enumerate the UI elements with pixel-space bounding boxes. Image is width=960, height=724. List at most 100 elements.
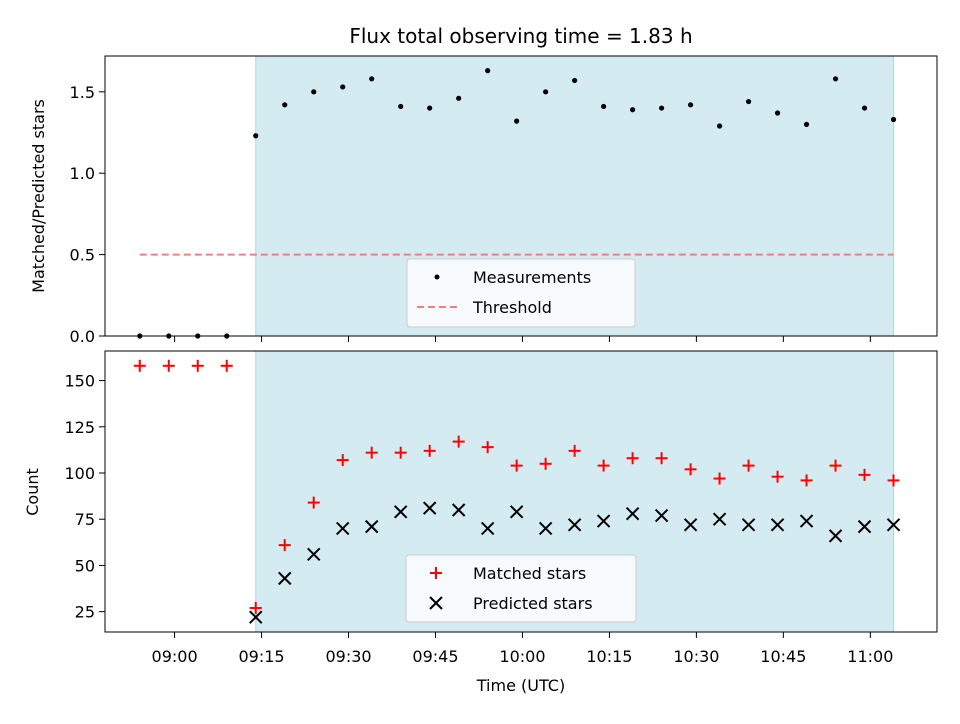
matched-stars-point	[133, 359, 146, 372]
predicted-stars-point	[625, 506, 640, 521]
matched-stars-point	[858, 468, 871, 481]
bottom-y-tick-label: 25	[75, 603, 95, 622]
legend-predicted-marker	[429, 596, 443, 610]
measurements-point	[774, 110, 781, 116]
measurements-point	[398, 103, 404, 110]
predicted-stars-point	[712, 512, 727, 526]
measurements-point	[456, 95, 462, 101]
x-tick-label: 09:00	[152, 647, 198, 666]
measurements-point	[803, 121, 810, 127]
measurements-point	[687, 102, 694, 108]
counts-panel: 25 50 75 100 125 150 09:00 09:15 09:30 09:45 10:0…	[23, 350, 938, 695]
chart-title: Flux total observing time = 1.83 h	[349, 24, 692, 48]
matched-stars-point	[220, 359, 233, 372]
predicted-stars-point	[480, 521, 495, 536]
matched-stars-point	[394, 446, 407, 459]
top-y-axis-label: Matched/Predicted stars	[29, 99, 48, 293]
matched-stars-point	[510, 459, 523, 472]
x-axis: 09:00 09:15 09:30 09:45 10:00 10:15 10:30 10:45…	[152, 632, 893, 666]
matched-stars-point	[307, 496, 320, 509]
predicted-stars-point	[336, 521, 350, 536]
top-x-ticks	[174, 336, 871, 342]
matched-stars-point	[162, 359, 175, 372]
matched-stars-point	[539, 457, 552, 470]
ratio-panel: 0.0 0.5 1.0 1.5 Matched/Predicted stars Mea…	[29, 55, 938, 346]
measurements-point	[485, 68, 491, 74]
legend-threshold-label: Threshold	[472, 298, 552, 317]
predicted-stars-point	[886, 518, 901, 532]
measurements-point	[630, 107, 636, 113]
predicted-stars-point	[857, 519, 872, 534]
x-tick-label: 09:30	[325, 647, 371, 666]
x-tick-label: 10:45	[760, 647, 806, 666]
measurements-point	[282, 102, 288, 108]
predicted-stars-point	[741, 518, 756, 532]
measurements-point	[340, 84, 346, 90]
predicted-stars-point	[770, 518, 785, 532]
legend-measurements-label: Measurements	[473, 268, 591, 287]
matched-stars-point	[481, 441, 494, 454]
bottom-plot-area	[133, 359, 901, 624]
measurements-point	[311, 89, 317, 95]
matched-stars-point	[655, 452, 668, 465]
x-tick-label: 11:00	[847, 647, 893, 666]
measurements-point	[427, 105, 433, 111]
matched-stars-point	[684, 463, 697, 476]
matched-stars-point	[742, 459, 755, 472]
predicted-stars-point	[683, 518, 698, 532]
predicted-stars-point	[393, 505, 408, 519]
measurements-point	[745, 98, 752, 105]
top-y-axis: 0.0 0.5 1.0 1.5	[70, 83, 105, 346]
measurements-point	[543, 89, 549, 95]
bottom-y-axis: 25 50 75 100 125 150	[64, 372, 105, 622]
bottom-y-tick-label: 150	[64, 372, 95, 391]
x-axis-label: Time (UTC)	[476, 676, 565, 695]
bottom-y-tick-label: 75	[75, 510, 95, 529]
matched-stars-point	[771, 470, 784, 483]
matched-stars-point	[249, 601, 262, 614]
measurements-point	[658, 105, 665, 111]
measurements-point	[861, 105, 868, 111]
matched-stars-point	[568, 444, 581, 457]
predicted-stars-point	[278, 571, 292, 586]
top-y-tick-label: 0.0	[70, 327, 95, 346]
x-tick-label: 10:15	[586, 647, 632, 666]
bottom-y-tick-label: 125	[64, 418, 95, 437]
measurements-point	[890, 116, 897, 123]
bottom-legend: Matched stars Predicted stars	[405, 554, 637, 623]
top-y-tick-label: 1.5	[70, 83, 95, 102]
legend-predicted-label: Predicted stars	[473, 594, 593, 613]
legend-measurements-marker	[434, 274, 440, 280]
matched-stars-point	[365, 446, 378, 459]
top-axes-frame	[104, 55, 938, 337]
predicted-stars-point	[451, 503, 466, 517]
measurements-point	[832, 76, 839, 82]
x-tick-label: 09:15	[238, 647, 284, 666]
legend-matched-marker	[430, 567, 442, 579]
predicted-stars-point	[567, 518, 582, 532]
bottom-legend-box	[405, 554, 637, 623]
bottom-y-tick-label: 50	[75, 556, 95, 575]
bottom-y-tick-label: 100	[64, 464, 95, 483]
top-y-tick-label: 0.5	[70, 246, 95, 265]
matched-stars-point	[423, 444, 436, 457]
predicted-stars-point	[364, 519, 379, 534]
predicted-stars-point	[307, 547, 321, 562]
bottom-axes-frame	[104, 350, 938, 633]
predicted-stars-point	[654, 508, 669, 523]
predicted-stars-point	[828, 529, 843, 543]
measurements-point	[716, 123, 723, 129]
matched-stars-point	[887, 474, 900, 487]
top-plot-area	[137, 68, 897, 339]
matched-stars-point	[191, 359, 204, 372]
x-tick-label: 10:00	[499, 647, 545, 666]
top-y-tick-label: 1.0	[70, 164, 95, 183]
x-tick-label: 10:30	[673, 647, 719, 666]
predicted-stars-point	[538, 521, 553, 536]
measurements-point	[514, 118, 520, 124]
matched-stars-point	[800, 474, 813, 487]
measurements-point	[369, 76, 375, 82]
measurements-point	[601, 103, 607, 110]
matched-stars-point	[336, 454, 349, 467]
